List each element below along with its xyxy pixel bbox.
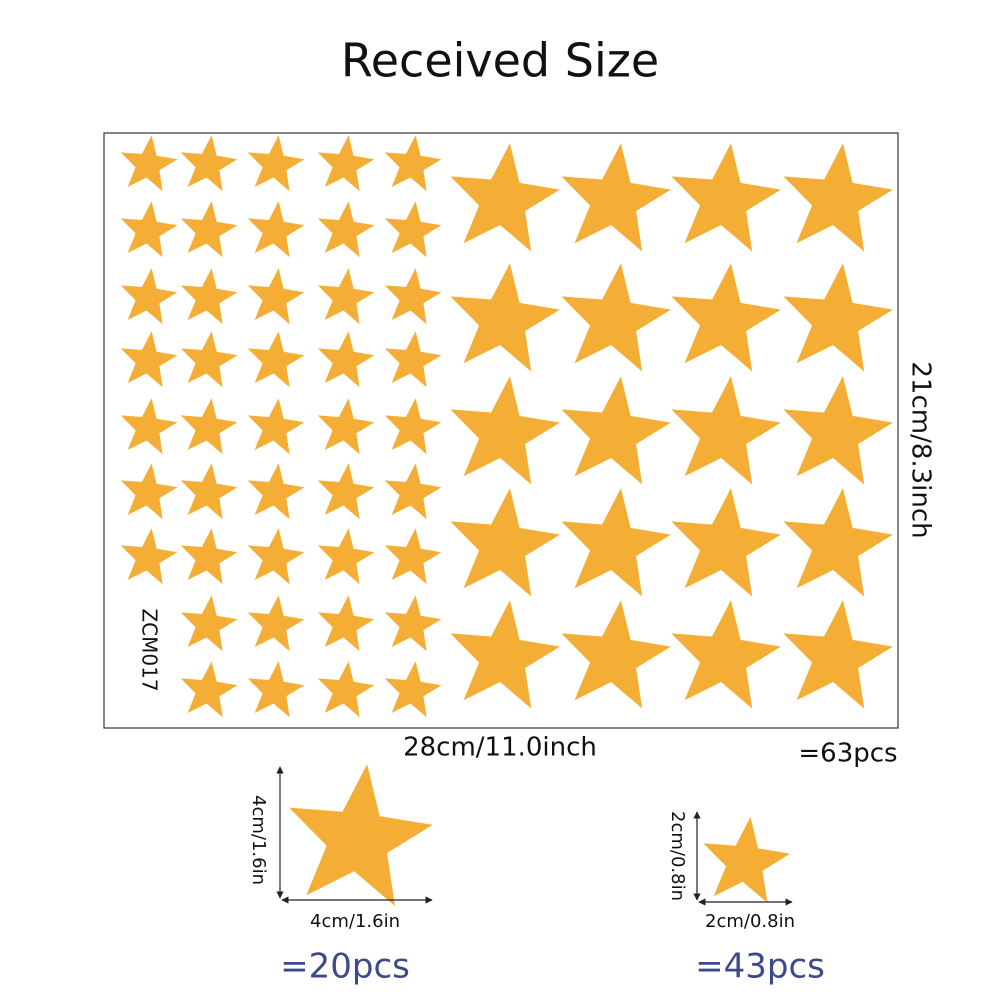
star: [384, 201, 442, 258]
star: [120, 331, 178, 388]
star: [289, 764, 433, 906]
title: Received Size: [341, 34, 659, 88]
star: [317, 463, 375, 520]
star: [180, 528, 238, 585]
star: [450, 600, 560, 709]
star: [180, 661, 238, 718]
star: [783, 263, 893, 372]
star: [317, 331, 375, 388]
star: [180, 595, 238, 652]
star: [120, 268, 178, 325]
star: [384, 463, 442, 520]
star: [561, 600, 671, 709]
star: [783, 376, 893, 485]
star: [120, 398, 178, 455]
star: [703, 816, 791, 903]
star: [384, 331, 442, 388]
star: [317, 595, 375, 652]
large-count: =20pcs: [280, 947, 410, 987]
star: [247, 595, 305, 652]
star: [317, 268, 375, 325]
star: [450, 143, 560, 252]
stars: [120, 135, 893, 906]
small-height-label: 2cm/0.8in: [667, 811, 688, 901]
sheet-code: ZCM017: [138, 608, 162, 691]
star: [561, 488, 671, 597]
star: [247, 463, 305, 520]
star: [561, 143, 671, 252]
star: [247, 398, 305, 455]
star: [180, 201, 238, 258]
star: [783, 600, 893, 709]
star: [120, 463, 178, 520]
star: [120, 135, 178, 192]
star: [317, 135, 375, 192]
star: [671, 376, 781, 485]
star: [450, 376, 560, 485]
star: [384, 135, 442, 192]
star: [384, 398, 442, 455]
large-height-label: 4cm/1.6in: [248, 795, 269, 885]
star: [247, 331, 305, 388]
small-count: =43pcs: [695, 947, 825, 987]
star: [671, 600, 781, 709]
star: [247, 661, 305, 718]
star: [671, 143, 781, 252]
sheet-height-label: 21cm/8.3inch: [906, 361, 936, 538]
star: [450, 263, 560, 372]
star: [180, 398, 238, 455]
star: [783, 488, 893, 597]
star: [317, 201, 375, 258]
large-width-label: 4cm/1.6in: [310, 911, 400, 932]
star: [317, 528, 375, 585]
star: [384, 528, 442, 585]
star: [120, 201, 178, 258]
star: [671, 263, 781, 372]
star: [180, 463, 238, 520]
small-width-label: 2cm/0.8in: [705, 911, 795, 932]
star: [180, 268, 238, 325]
star: [384, 268, 442, 325]
star: [561, 376, 671, 485]
star: [247, 135, 305, 192]
star: [671, 488, 781, 597]
sheet-total: =63pcs: [798, 739, 897, 769]
sheet-width-label: 28cm/11.0inch: [403, 733, 597, 763]
star: [247, 268, 305, 325]
star: [561, 263, 671, 372]
star: [120, 528, 178, 585]
star: [247, 201, 305, 258]
star: [180, 331, 238, 388]
star: [450, 488, 560, 597]
star: [384, 595, 442, 652]
star: [783, 143, 893, 252]
star: [317, 398, 375, 455]
star: [247, 528, 305, 585]
sheet-outline: [103, 132, 899, 729]
star: [384, 661, 442, 718]
star: [317, 661, 375, 718]
star: [180, 135, 238, 192]
